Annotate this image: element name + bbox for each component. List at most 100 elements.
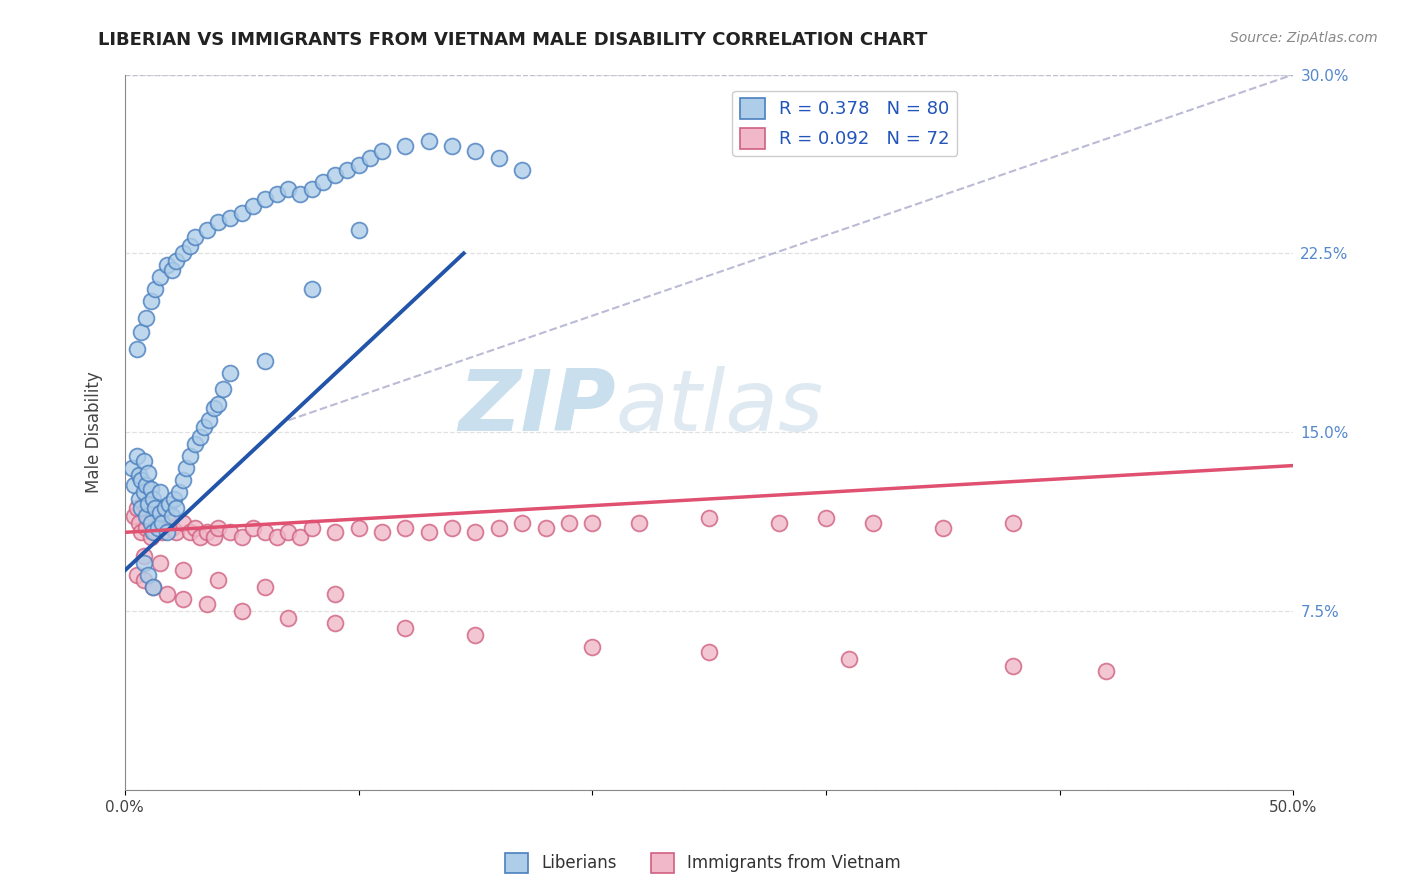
Point [359,151,381,165]
Point [139,516,162,530]
Point [440,139,463,153]
Point [142,580,165,594]
Point [132,484,155,499]
Point [156,587,179,601]
Point [165,501,187,516]
Point [179,449,201,463]
Point [219,211,242,225]
Point [266,530,288,544]
Point [323,615,346,630]
Point [179,525,201,540]
Point [153,501,176,516]
Point [207,520,229,534]
Point [149,484,172,499]
Point [488,520,510,534]
Point [254,580,277,594]
Legend: Liberians, Immigrants from Vietnam: Liberians, Immigrants from Vietnam [498,847,908,880]
Point [697,511,720,525]
Text: ZIP: ZIP [458,366,616,449]
Point [146,516,169,530]
Point [136,511,159,525]
Point [139,483,162,497]
Point [464,525,486,540]
Point [323,525,346,540]
Point [1001,658,1024,673]
Point [418,525,440,540]
Point [139,293,162,308]
Point [156,258,179,272]
Point [195,222,218,236]
Point [184,437,207,451]
Point [277,182,299,196]
Point [231,604,253,618]
Point [163,491,186,506]
Point [862,516,884,530]
Point [125,568,148,582]
Y-axis label: Male Disability: Male Disability [86,371,103,493]
Point [266,186,288,201]
Point [242,520,264,534]
Point [440,520,463,534]
Point [135,310,157,325]
Point [167,484,190,499]
Point [165,253,187,268]
Point [198,413,221,427]
Point [179,239,201,253]
Point [277,525,299,540]
Point [160,520,183,534]
Point [142,580,165,594]
Point [122,477,145,491]
Point [135,520,157,534]
Point [254,192,277,206]
Point [254,525,277,540]
Point [132,573,155,587]
Point [488,151,510,165]
Point [125,449,148,463]
Point [125,501,148,516]
Point [219,525,242,540]
Point [768,516,790,530]
Text: LIBERIAN VS IMMIGRANTS FROM VIETNAM MALE DISABILITY CORRELATION CHART: LIBERIAN VS IMMIGRANTS FROM VIETNAM MALE… [98,31,928,49]
Point [142,506,165,520]
Point [188,530,211,544]
Point [301,182,323,196]
Point [301,282,323,296]
Point [142,491,165,506]
Point [193,420,215,434]
Point [128,491,150,506]
Point [132,454,155,468]
Point [184,520,207,534]
Point [219,366,242,380]
Point [129,473,152,487]
Point [510,162,533,177]
Point [149,520,172,534]
Point [202,530,225,544]
Legend: R = 0.378   N = 80, R = 0.092   N = 72: R = 0.378 N = 80, R = 0.092 N = 72 [733,91,957,156]
Point [146,520,169,534]
Point [394,520,416,534]
Point [184,229,207,244]
Point [122,508,145,523]
Point [312,175,335,189]
Point [157,497,180,511]
Point [347,520,370,534]
Point [121,461,143,475]
Point [188,430,211,444]
Point [371,144,394,158]
Point [627,516,650,530]
Point [242,199,264,213]
Point [932,520,955,534]
Point [394,621,416,635]
Point [231,206,253,220]
Point [212,382,235,396]
Point [142,525,165,540]
Point [1001,516,1024,530]
Point [125,342,148,356]
Point [288,186,311,201]
Point [172,473,194,487]
Point [165,525,187,540]
Point [128,516,150,530]
Point [139,530,162,544]
Point [207,573,229,587]
Point [150,516,173,530]
